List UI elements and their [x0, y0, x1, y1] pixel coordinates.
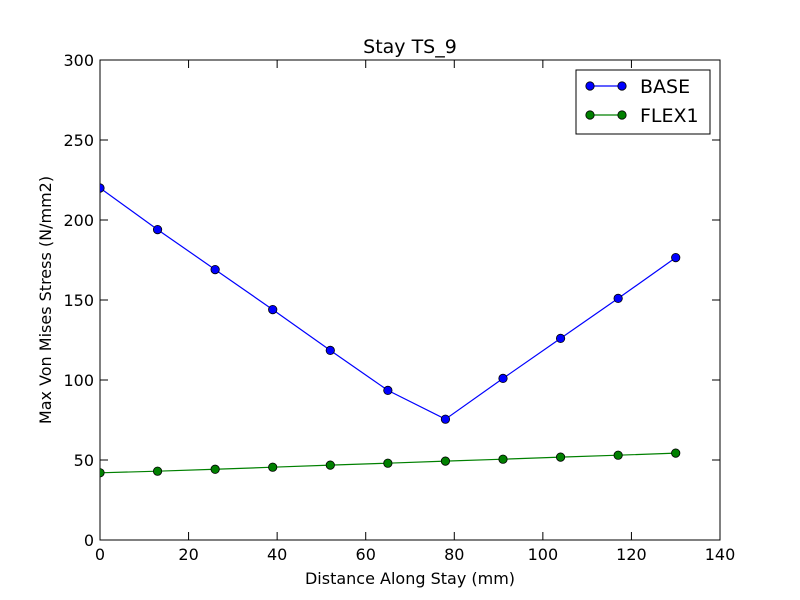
x-axis-label: Distance Along Stay (mm)	[305, 569, 515, 588]
y-tick-label: 300	[63, 51, 94, 70]
data-point-flex1	[325, 460, 335, 470]
y-tick-label: 0	[84, 531, 94, 550]
data-point-base	[383, 385, 393, 395]
data-point-flex1	[100, 468, 105, 478]
y-axis-label: Max Von Mises Stress (N/mm2)	[36, 176, 55, 424]
data-point-base	[498, 373, 508, 383]
data-point-base	[210, 264, 220, 275]
data-point-flex1	[210, 464, 220, 474]
x-tick-label: 40	[267, 545, 287, 564]
data-point-flex1	[555, 452, 566, 462]
series-line-base	[100, 187, 677, 420]
legend-marker-flex1	[585, 110, 595, 120]
y-tick-label: 250	[63, 131, 94, 150]
x-tick-label: 140	[705, 545, 736, 564]
data-point-base	[325, 345, 335, 355]
data-point-base	[555, 333, 566, 343]
y-tick-label: 100	[63, 371, 94, 390]
data-point-flex1	[671, 448, 681, 458]
data-point-base	[268, 304, 278, 315]
legend: BASE FLEX1	[575, 69, 711, 135]
y-tick-label: 150	[63, 291, 94, 310]
y-tick-label: 50	[74, 451, 94, 470]
legend-marker-base	[617, 81, 627, 91]
series-group	[100, 183, 681, 478]
x-tick-label: 20	[178, 545, 198, 564]
data-point-flex1	[498, 454, 508, 464]
data-point-base	[440, 414, 451, 424]
data-point-flex1	[383, 458, 393, 468]
data-point-base	[613, 293, 623, 303]
x-tick-label: 80	[444, 545, 464, 564]
chart-title: Stay TS_9	[363, 36, 457, 58]
data-point-base	[100, 183, 105, 193]
x-tick-label: 100	[528, 545, 559, 564]
legend-label-base: BASE	[640, 76, 690, 98]
data-point-base	[671, 253, 681, 263]
legend-marker-base	[585, 81, 595, 91]
data-point-flex1	[440, 456, 451, 466]
y-tick-label: 200	[63, 211, 94, 230]
data-point-flex1	[152, 466, 163, 476]
x-tick-label: 0	[95, 545, 105, 564]
legend-label-flex1: FLEX1	[640, 105, 699, 127]
data-point-flex1	[613, 450, 623, 460]
data-point-base	[152, 225, 163, 235]
legend-box	[575, 69, 711, 135]
x-tick-label: 60	[356, 545, 376, 564]
legend-marker-flex1	[617, 110, 627, 120]
x-tick-label: 120	[616, 545, 647, 564]
data-point-flex1	[268, 462, 278, 472]
plot-area: 0 20 40 60 80 100 120 140 0 50 100 150 200 250 300 BASE…	[63, 51, 735, 564]
